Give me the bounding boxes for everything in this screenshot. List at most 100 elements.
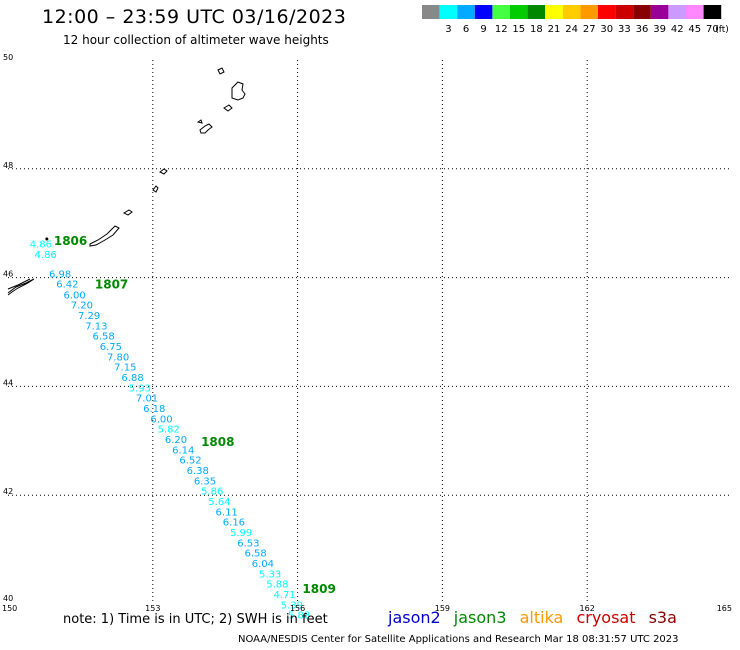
swh-readings: 4.864.866.986.426.007.207.297.136.586.75… (30, 237, 310, 622)
legend-swatch (598, 5, 616, 19)
legend-swatch (492, 5, 510, 19)
legend-label: 18 (530, 24, 543, 35)
legend-label: 6 (463, 24, 469, 35)
time-label: 1807 (95, 277, 128, 291)
legend-label: 9 (480, 24, 486, 35)
legend-label: 70 (706, 24, 719, 35)
swh-value: 6.53 (237, 538, 259, 549)
legend-label: 39 (653, 24, 666, 35)
swh-value: 7.80 (107, 352, 129, 363)
swh-value: 6.20 (165, 435, 187, 446)
swh-value: 5.82 (158, 425, 180, 436)
color-legend: 3 6 9 12 15 18 21 24 27 30 33 36 39 42 45 70(ft) (422, 5, 729, 35)
map-grid (8, 60, 732, 604)
x-tick-label: 159 (435, 604, 450, 613)
satellite-legend: jason2 jason3 altika cryosat s3a (388, 608, 685, 627)
legend-swatch (668, 5, 686, 19)
x-tick-label: 153 (145, 604, 160, 613)
kuril-island (217, 67, 225, 75)
time-labels: 1806 1807 1808 1809 (54, 234, 336, 596)
swh-value: 6.38 (187, 466, 209, 477)
swh-value: 7.20 (71, 301, 93, 312)
y-tick-label: 40 (3, 594, 13, 603)
swh-value: 6.75 (100, 342, 122, 353)
legend-label: 45 (688, 24, 701, 35)
footer-note: note: 1) Time is in UTC; 2) SWH is in fe… (63, 612, 328, 627)
satellite-s3a: s3a (648, 608, 677, 627)
time-label: 1808 (201, 435, 234, 449)
legend-label: 24 (565, 24, 578, 35)
swh-value: 6.58 (245, 549, 267, 560)
legend-swatch (580, 5, 598, 19)
kuril-island (122, 209, 133, 216)
swh-value: 6.16 (223, 518, 245, 529)
legend-label: 15 (512, 24, 525, 35)
swh-value: 5.33 (259, 569, 281, 580)
legend-label: 12 (495, 24, 508, 35)
legend-swatch (439, 5, 458, 19)
chart-title: 12:00 – 23:59 UTC 03/16/2023 (42, 6, 347, 28)
time-label: 1809 (302, 582, 335, 596)
coastline-islands (7, 67, 246, 296)
legend-swatch (422, 5, 440, 19)
swh-value: 6.35 (194, 476, 216, 487)
swh-value: 6.14 (172, 445, 194, 456)
legend-swatch (686, 5, 704, 19)
legend-swatch (562, 5, 581, 19)
legend-label: 36 (636, 24, 649, 35)
y-tick-label: 42 (3, 487, 13, 496)
swh-value: 5.86 (201, 487, 223, 498)
legend-unit: (ft) (715, 25, 729, 35)
swh-value: 6.58 (92, 332, 114, 343)
swh-value: 4.86 (30, 240, 52, 251)
kuril-island (89, 225, 120, 247)
satellite-jason3: jason3 (453, 608, 507, 627)
legend-swatch (615, 5, 634, 19)
legend-label: 33 (618, 24, 631, 35)
swh-value: 6.04 (252, 559, 274, 570)
swh-value: 6.42 (56, 279, 78, 290)
kuril-island (231, 81, 246, 101)
y-tick-label: 50 (3, 53, 13, 62)
kuril-island (196, 119, 203, 124)
chart-subtitle: 12 hour collection of altimeter wave hei… (63, 33, 329, 47)
x-tick-label: 165 (717, 604, 732, 613)
track-marker (45, 237, 49, 241)
axis-tick-labels: 150 153 156 159 162 165 40 42 44 46 48 50 (2, 53, 732, 613)
legend-label: 42 (671, 24, 684, 35)
legend-label: 30 (600, 24, 613, 35)
satellite-jason2: jason2 (388, 608, 441, 627)
time-label: 1806 (54, 234, 87, 248)
swh-value: 5.39 (281, 600, 303, 611)
swh-value: 5.99 (230, 528, 252, 539)
legend-swatch (527, 5, 546, 19)
satellite-altika: altika (519, 608, 564, 627)
swh-value: 5.88 (288, 611, 310, 622)
swh-value: 7.01 (136, 394, 158, 405)
swh-value: 5.88 (266, 580, 288, 591)
y-tick-label: 48 (3, 161, 13, 170)
swh-value: 6.88 (121, 373, 143, 384)
legend-swatch (545, 5, 563, 19)
swh-value: 6.00 (150, 414, 172, 425)
legend-swatch (633, 5, 651, 19)
swh-value: 6.11 (216, 507, 238, 518)
swh-value: 4.71 (273, 590, 295, 601)
kamchatka-coast (7, 278, 31, 290)
x-tick-label: 156 (290, 604, 305, 613)
x-tick-label: 162 (580, 604, 595, 613)
legend-swatch (703, 5, 722, 19)
legend-swatch (510, 5, 528, 19)
kuril-island (199, 123, 213, 134)
legend-label: 27 (583, 24, 596, 35)
swh-value: 5.64 (208, 497, 230, 508)
swh-value: 7.15 (114, 363, 136, 374)
swh-value: 6.00 (64, 290, 86, 301)
kamchatka-coast (7, 278, 35, 296)
swh-value: 5.93 (129, 383, 151, 394)
legend-swatch (474, 5, 493, 19)
legend-label: 21 (548, 24, 561, 35)
swh-value: 4.86 (35, 250, 57, 261)
kuril-island (159, 168, 168, 175)
